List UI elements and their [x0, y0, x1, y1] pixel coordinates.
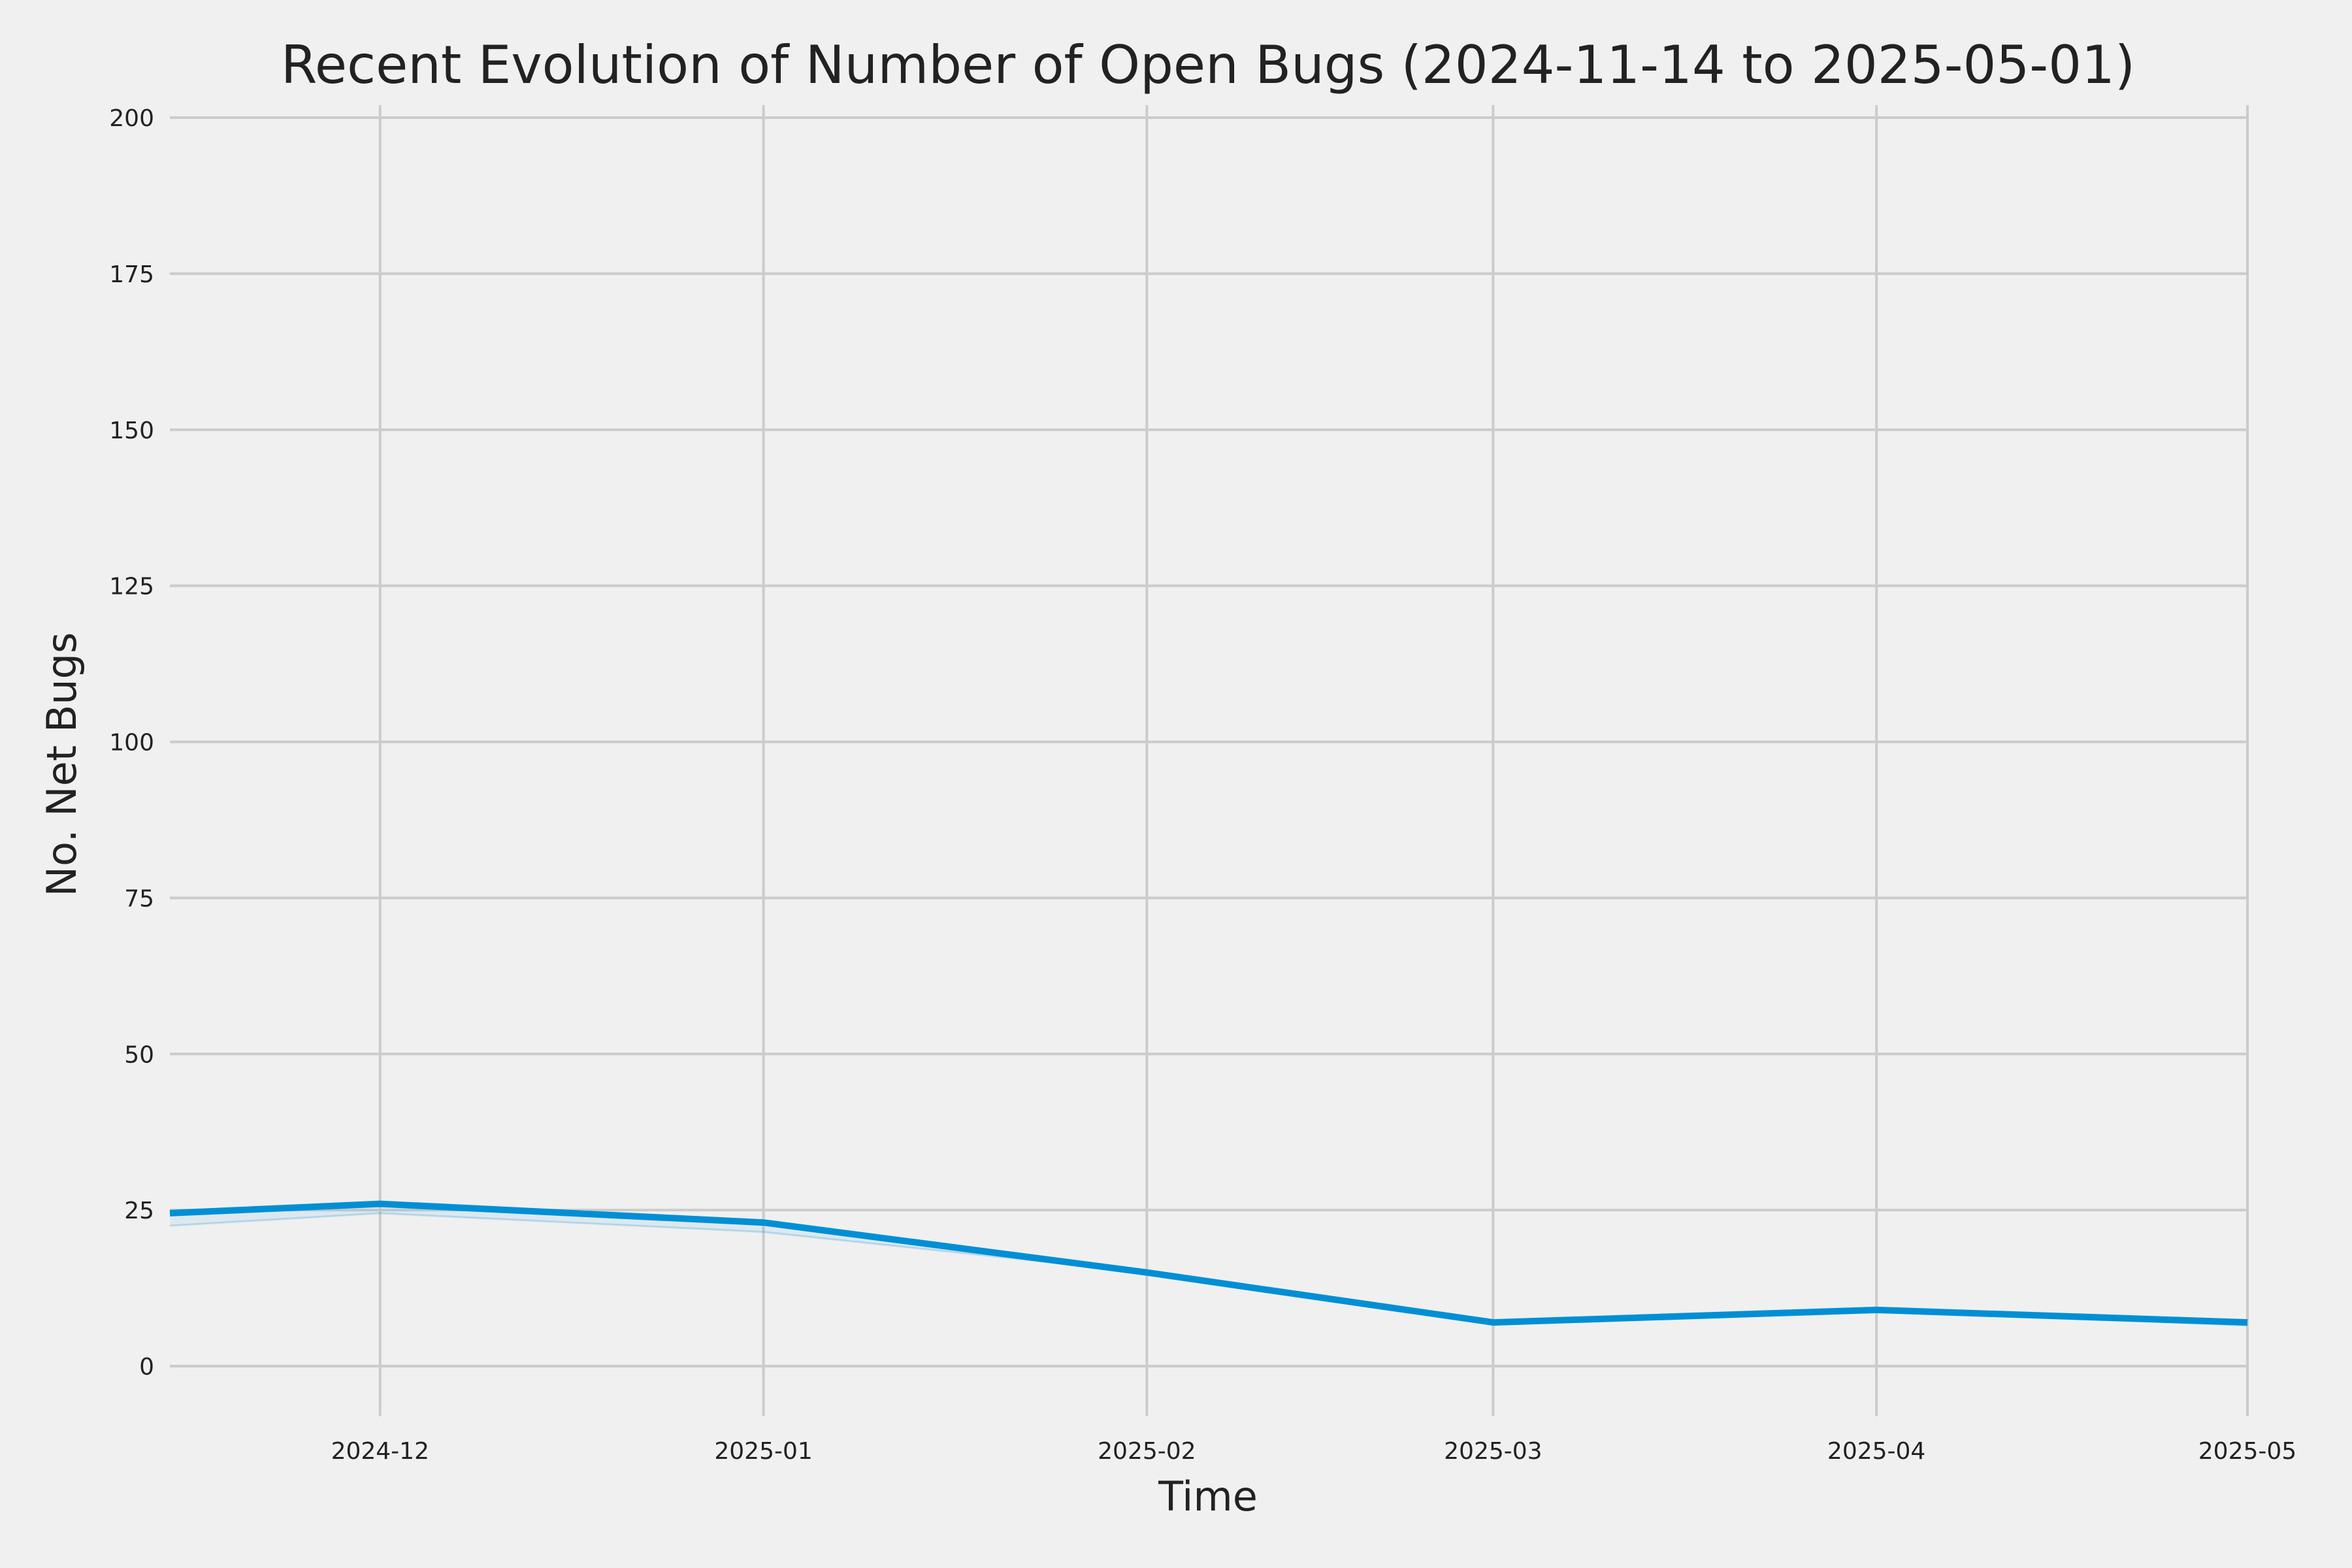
y-tick-labels: 0 25 50 75 100 125 150 175 200: [109, 105, 154, 1380]
x-tick-label: 2025-04: [1827, 1438, 1925, 1465]
y-tick-label: 75: [124, 885, 154, 912]
x-tick-label: 2024-12: [331, 1438, 429, 1465]
y-tick-label: 175: [109, 261, 154, 288]
x-axis-title: Time: [1158, 1473, 1258, 1520]
x-tick-label: 2025-05: [2198, 1438, 2296, 1465]
series-line: [169, 1200, 2248, 1326]
x-tick-label: 2025-03: [1444, 1438, 1542, 1465]
chart-title: Recent Evolution of Number of Open Bugs …: [281, 35, 2135, 95]
y-tick-label: 100: [109, 730, 154, 757]
y-tick-label: 200: [109, 105, 154, 132]
y-axis-title: No. Net Bugs: [38, 632, 86, 897]
y-tick-label: 50: [124, 1041, 154, 1068]
y-tick-label: 125: [109, 574, 154, 600]
x-gridlines: [378, 105, 2249, 1416]
y-tick-label: 25: [124, 1198, 154, 1224]
y-tick-label: 150: [109, 417, 154, 444]
series-line-layer: [169, 1200, 2248, 1326]
y-tick-label: 0: [139, 1354, 154, 1380]
x-tick-label: 2025-02: [1098, 1438, 1196, 1465]
x-tick-label: 2025-01: [714, 1438, 812, 1465]
x-tick-labels: 2024-12 2025-01 2025-02 2025-03 2025-04 2025-…: [331, 1438, 2297, 1465]
